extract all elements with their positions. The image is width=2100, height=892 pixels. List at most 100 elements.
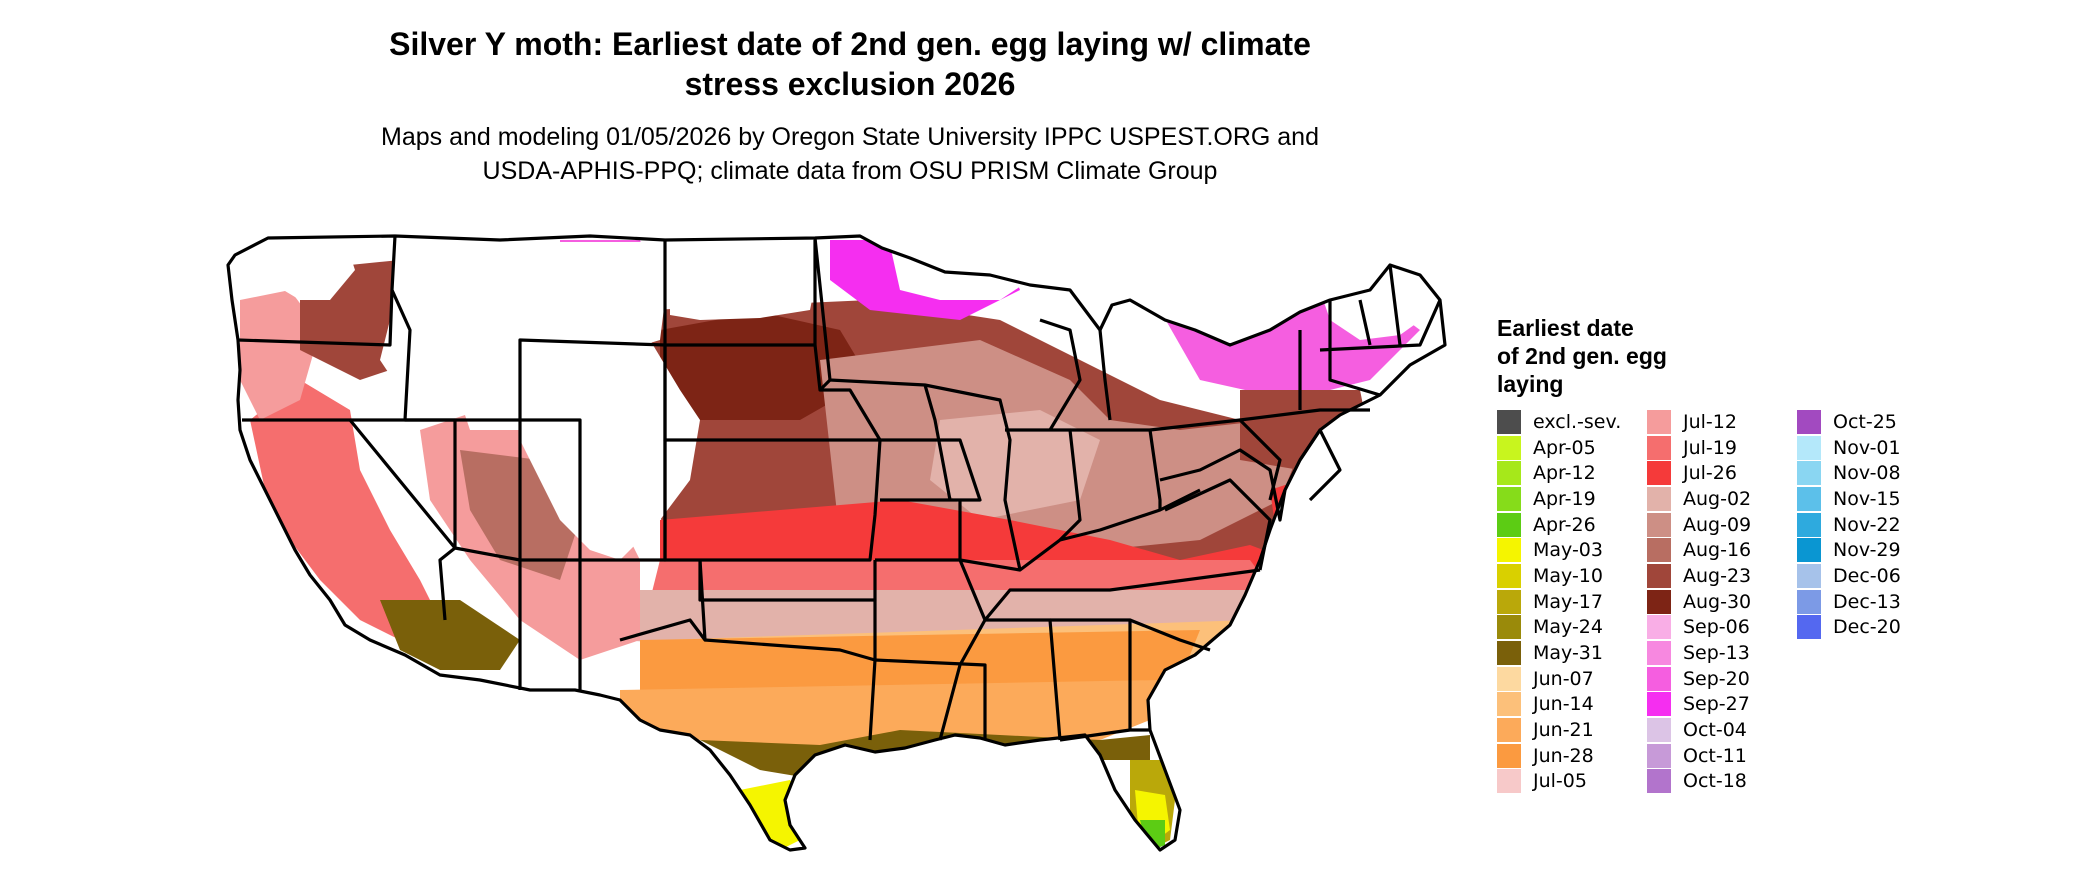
- legend-label: May-03: [1533, 539, 1603, 562]
- legend-item: Aug-30: [1647, 589, 1797, 615]
- legend-item: Dec-20: [1797, 615, 1947, 641]
- legend-label: Jun-21: [1533, 719, 1594, 742]
- legend-item: May-31: [1497, 640, 1647, 666]
- legend-label: Jul-12: [1683, 410, 1737, 433]
- legend-swatch: [1647, 692, 1671, 717]
- legend-swatch: [1647, 563, 1671, 588]
- legend-label: Aug-30: [1683, 590, 1752, 613]
- title-line-2: stress exclusion 2026: [684, 66, 1016, 102]
- legend-column: Jul-12 Jul-19 Jul-26 Aug-02 Aug-09 Aug-16 Aug-…: [1647, 409, 1797, 794]
- legend-item: May-17: [1497, 589, 1647, 615]
- legend-item: Jul-26: [1647, 460, 1797, 486]
- excluded-areas: [270, 240, 1435, 560]
- legend-label: Jun-07: [1533, 667, 1594, 690]
- legend-label: Sep-13: [1683, 642, 1750, 665]
- legend-item: Aug-23: [1647, 563, 1797, 589]
- legend-item: Nov-01: [1797, 435, 1947, 461]
- legend-item: Sep-06: [1647, 615, 1797, 641]
- legend-label: Oct-18: [1683, 770, 1747, 793]
- legend-item: Dec-06: [1797, 563, 1947, 589]
- legend-swatch: [1647, 615, 1671, 640]
- legend-swatch: [1497, 512, 1521, 537]
- legend-swatch: [1497, 538, 1521, 563]
- legend-item: Jul-19: [1647, 435, 1797, 461]
- legend-column: excl.-sev. Apr-05 Apr-12 Apr-19 Apr-26 May-03…: [1497, 409, 1647, 794]
- legend-item: Aug-02: [1647, 486, 1797, 512]
- legend-item: Jun-28: [1497, 743, 1647, 769]
- legend-item: Sep-27: [1647, 692, 1797, 718]
- legend-swatch: [1497, 718, 1521, 743]
- subtitle-line-1: Maps and modeling 01/05/2026 by Oregon S…: [381, 123, 1319, 151]
- legend-swatch: [1647, 538, 1671, 563]
- legend-item: Sep-13: [1647, 640, 1797, 666]
- legend-swatch: [1497, 743, 1521, 768]
- legend-label: excl.-sev.: [1533, 410, 1622, 433]
- legend-item: May-10: [1497, 563, 1647, 589]
- legend-item: Jul-05: [1497, 769, 1647, 795]
- legend-swatch: [1647, 718, 1671, 743]
- legend-swatch: [1647, 461, 1671, 486]
- legend-title-line-3: laying: [1497, 371, 1564, 397]
- map-subtitle: Maps and modeling 01/05/2026 by Oregon S…: [300, 120, 1400, 188]
- map-title: Silver Y moth: Earliest date of 2nd gen.…: [300, 24, 1400, 104]
- legend-swatch: [1797, 615, 1821, 640]
- legend-label: Dec-13: [1833, 590, 1901, 613]
- legend-swatch: [1497, 692, 1521, 717]
- legend-item: Nov-08: [1797, 460, 1947, 486]
- legend-swatch: [1797, 409, 1821, 434]
- legend-item: Nov-29: [1797, 537, 1947, 563]
- legend-label: Nov-29: [1833, 539, 1901, 562]
- legend-label: Jul-19: [1683, 436, 1737, 459]
- legend-label: May-17: [1533, 590, 1603, 613]
- legend-label: Sep-27: [1683, 693, 1750, 716]
- legend-item: Sep-20: [1647, 666, 1797, 692]
- legend-item: Apr-12: [1497, 460, 1647, 486]
- legend-swatch: [1497, 435, 1521, 460]
- legend-swatch: [1647, 641, 1671, 666]
- legend-label: Oct-25: [1833, 410, 1897, 433]
- legend-swatch: [1497, 589, 1521, 614]
- state-boundaries: [226, 234, 1447, 852]
- title-line-1: Silver Y moth: Earliest date of 2nd gen.…: [389, 26, 1311, 62]
- legend-swatch: [1647, 486, 1671, 511]
- legend-label: Aug-02: [1683, 487, 1752, 510]
- legend-swatch: [1647, 512, 1671, 537]
- legend-item: Jun-21: [1497, 717, 1647, 743]
- legend-label: Nov-08: [1833, 462, 1901, 485]
- legend-item: Oct-18: [1647, 769, 1797, 795]
- legend-label: Apr-26: [1533, 513, 1596, 536]
- legend-label: Dec-06: [1833, 564, 1901, 587]
- legend-swatch: [1497, 563, 1521, 588]
- legend-swatch: [1647, 769, 1671, 794]
- legend-label: May-31: [1533, 642, 1603, 665]
- legend-label: Aug-16: [1683, 539, 1752, 562]
- legend-label: Apr-12: [1533, 462, 1596, 485]
- subtitle-line-2: USDA-APHIS-PPQ; climate data from OSU PR…: [482, 157, 1218, 185]
- legend-swatch: [1647, 409, 1671, 434]
- legend-label: Apr-19: [1533, 487, 1596, 510]
- legend-swatch: [1497, 486, 1521, 511]
- legend-swatch: [1797, 512, 1821, 537]
- legend-swatch: [1647, 666, 1671, 691]
- legend-swatch: [1497, 641, 1521, 666]
- legend-label: May-10: [1533, 564, 1603, 587]
- legend-swatch: [1497, 666, 1521, 691]
- legend-item: excl.-sev.: [1497, 409, 1647, 435]
- legend-item: Jun-07: [1497, 666, 1647, 692]
- legend-label: Jun-14: [1533, 693, 1594, 716]
- legend-label: Jun-28: [1533, 744, 1594, 767]
- legend-swatch: [1797, 461, 1821, 486]
- legend-swatch: [1797, 538, 1821, 563]
- legend-swatch: [1647, 589, 1671, 614]
- legend-item: May-24: [1497, 615, 1647, 641]
- legend-label: Nov-15: [1833, 487, 1901, 510]
- legend-swatch: [1497, 461, 1521, 486]
- legend-label: Sep-20: [1683, 667, 1750, 690]
- legend-item: Dec-13: [1797, 589, 1947, 615]
- legend-column: Oct-25 Nov-01 Nov-08 Nov-15 Nov-22 Nov-29 Dec-…: [1797, 409, 1947, 640]
- legend-label: May-24: [1533, 616, 1603, 639]
- legend-swatch: [1797, 563, 1821, 588]
- legend-label: Oct-11: [1683, 744, 1747, 767]
- legend-item: Apr-05: [1497, 435, 1647, 461]
